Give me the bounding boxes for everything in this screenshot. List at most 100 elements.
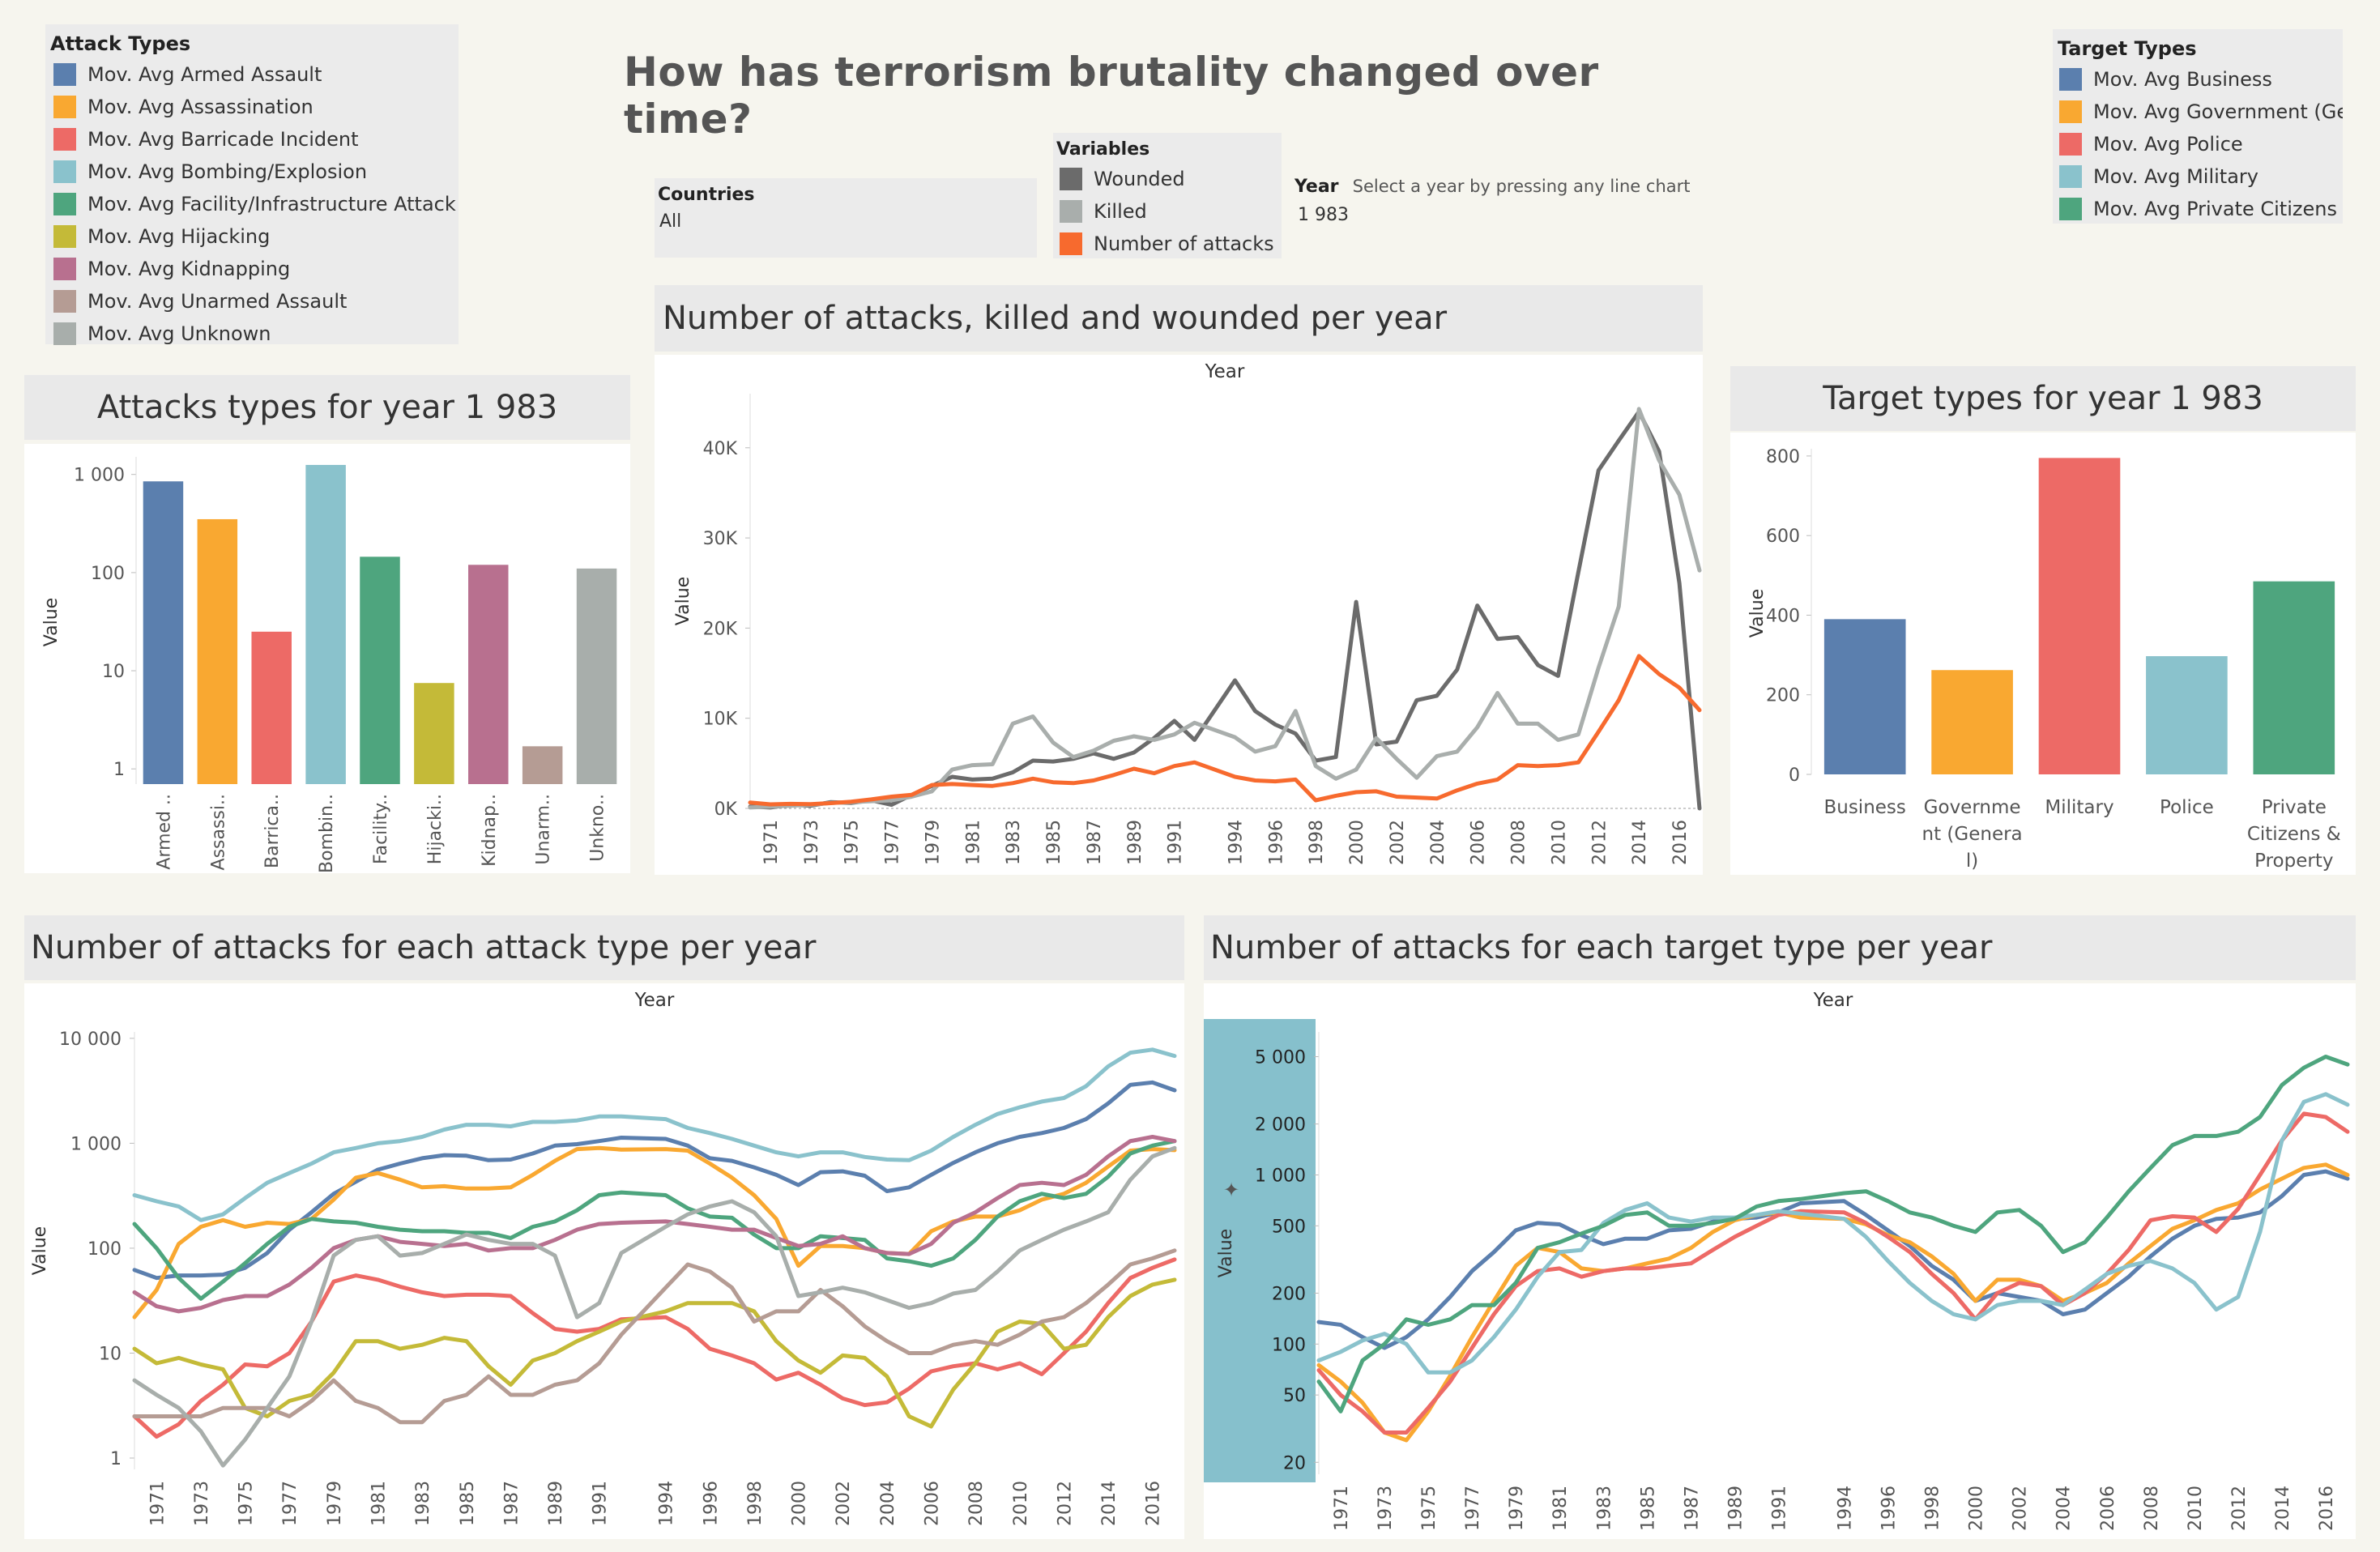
attack-legend-item[interactable]: Mov. Avg Bombing/Explosion [53, 156, 459, 188]
y-tick-label: 400 [1766, 606, 1800, 626]
series-line[interactable] [748, 654, 1702, 807]
attack-types-chart[interactable]: Value 1 10 100 1 000 Armed .. Assassi.. Barrica… [24, 444, 630, 873]
bar[interactable] [576, 568, 617, 784]
variables-legend: Variables Wounded Killed Number of attacks [1053, 133, 1282, 258]
x-tick-label: 1985 [458, 1481, 478, 1526]
attack-year-line-chart[interactable]: Year Value 1 10 100 1 000 10 000 1971 1973 1975 19… [24, 983, 1184, 1539]
series-line[interactable] [132, 1248, 1177, 1425]
bar[interactable] [251, 631, 292, 784]
year-hint: Select a year by pressing any line chart [1352, 177, 1691, 196]
attack-year-chart[interactable]: Year Value 1 10 100 1 000 10 000 1971 1973 1975 19… [24, 983, 1184, 1539]
series-line[interactable] [132, 1080, 1177, 1281]
x-tick-label: 1983 [413, 1481, 433, 1526]
year-value[interactable]: 1 983 [1298, 205, 1349, 225]
x-tick-label: Barrica.. [262, 794, 283, 868]
x-tick-label: 1994 [1226, 820, 1246, 865]
attack-legend-item[interactable]: Mov. Avg Armed Assault [53, 58, 459, 91]
attack-legend-label: Mov. Avg Unarmed Assault [87, 290, 348, 313]
x-tick-label: 1973 [1376, 1486, 1396, 1531]
bar[interactable] [2253, 581, 2335, 774]
countries-filter[interactable]: Countries All [655, 178, 1037, 258]
y-tick-label: 500 [1272, 1217, 1306, 1237]
bar[interactable] [1931, 670, 2013, 774]
x-tick-label: Business [1823, 797, 1905, 818]
pin-icon[interactable]: ✦ [1223, 1179, 1239, 1201]
target-legend-label: Mov. Avg Private Citizens .. [2093, 198, 2343, 220]
bar[interactable] [360, 556, 400, 784]
target-legend-item[interactable]: Mov. Avg Government (Ge.. [2059, 96, 2343, 128]
series-line[interactable] [1316, 1055, 2350, 1413]
variable-item[interactable]: Wounded [1060, 163, 1282, 195]
y-axis-highlight[interactable] [1204, 1019, 1316, 1482]
x-tick-label: 2008 [1509, 820, 1529, 865]
color-swatch [2059, 100, 2082, 123]
attack-legend-item[interactable]: Mov. Avg Facility/Infrastructure Attack [53, 188, 459, 220]
bar[interactable] [143, 481, 184, 784]
bar[interactable] [522, 746, 563, 784]
timeline-chart[interactable]: Year Value 0K 10K 20K 30K 40K 1971 1973 1975 1977 1… [655, 355, 1708, 875]
series-line[interactable] [132, 1257, 1177, 1439]
x-tick-label: 1971 [147, 1481, 168, 1526]
attack-legend-item[interactable]: Mov. Avg Unknown [53, 318, 459, 350]
x-tick-label: 2010 [2186, 1486, 2206, 1531]
target-types-chart[interactable]: Value 0 200 400 600 800 Business Governme nt (Ge… [1730, 433, 2356, 875]
series-line[interactable] [132, 1047, 1177, 1222]
series-line[interactable] [748, 407, 1702, 810]
attack-legend-item[interactable]: Mov. Avg Hijacking [53, 220, 459, 253]
legend-title: Attack Types [50, 32, 191, 55]
target-types-bar-chart[interactable]: Value 0 200 400 600 800 Business Governme nt (Ge… [1730, 433, 2356, 875]
bar[interactable] [2146, 656, 2228, 774]
target-legend-item[interactable]: Mov. Avg Private Citizens .. [2059, 193, 2343, 225]
x-tick-label: 1979 [923, 820, 943, 865]
bar[interactable] [414, 683, 454, 784]
x-tick-label: 1996 [701, 1481, 721, 1526]
attack-legend-item[interactable]: Mov. Avg Assassination [53, 91, 459, 123]
series-line[interactable] [1316, 1169, 2350, 1350]
attack-legend-item[interactable]: Mov. Avg Barricade Incident [53, 123, 459, 156]
bar[interactable] [305, 464, 346, 784]
x-tick-label: 1981 [1550, 1486, 1571, 1531]
target-year-chart[interactable]: Year Value ✦ 20 50 100 200 500 1 000 2 000 5 000 19… [1204, 983, 2356, 1539]
bar[interactable] [2038, 458, 2121, 774]
attack-legend-item[interactable]: Mov. Avg Kidnapping [53, 253, 459, 285]
x-tick-label: 1981 [963, 820, 983, 865]
target-legend-item[interactable]: Mov. Avg Military [2059, 160, 2343, 193]
series-line[interactable] [1316, 1111, 2350, 1435]
variable-item[interactable]: Killed [1060, 195, 1282, 228]
target-year-line-chart[interactable]: Year Value ✦ 20 50 100 200 500 1 000 2 000 5 000 19… [1204, 983, 2356, 1539]
y-tick-label: 40K [703, 439, 738, 459]
year-selector[interactable]: Year Select a year by pressing any line … [1294, 177, 1700, 241]
y-tick-label: 0 [1789, 765, 1800, 786]
series-line[interactable] [1316, 1092, 2350, 1375]
countries-value[interactable]: All [659, 211, 682, 232]
series-line[interactable] [132, 1139, 1177, 1301]
x-tick-label: 1975 [842, 820, 863, 865]
target-legend-item[interactable]: Mov. Avg Police [2059, 128, 2343, 160]
x-tick-label: 1977 [280, 1481, 301, 1526]
x-tick-label: 1996 [1266, 820, 1286, 865]
x-tick-label: 1998 [1307, 820, 1327, 865]
color-swatch [1060, 232, 1082, 255]
bar[interactable] [1823, 619, 1906, 774]
x-tick-label: 2004 [2054, 1486, 2075, 1531]
series-line[interactable] [132, 1135, 1177, 1314]
series-line[interactable] [1316, 1162, 2350, 1443]
series-line[interactable] [132, 1145, 1177, 1468]
timeline-line-chart[interactable]: Year Value 0K 10K 20K 30K 40K 1971 1973 1975 1977 1… [655, 355, 1708, 875]
bar[interactable] [468, 565, 509, 784]
x-tick-label: 2014 [1630, 820, 1650, 865]
target-legend-item[interactable]: Mov. Avg Business [2059, 63, 2343, 96]
attack-legend-label: Mov. Avg Armed Assault [87, 63, 322, 86]
x-tick-label: 1979 [325, 1481, 345, 1526]
target-year-panel-title: Number of attacks for each target type p… [1204, 915, 2356, 980]
series-line[interactable] [132, 1277, 1177, 1429]
bar[interactable] [197, 518, 238, 784]
x-tick-label: 2006 [922, 1481, 942, 1526]
y-tick-label: 10 [102, 662, 125, 682]
variable-item[interactable]: Number of attacks [1060, 228, 1282, 260]
series-line[interactable] [748, 409, 1702, 811]
y-tick-label: 1 000 [1255, 1166, 1306, 1186]
attack-types-bar-chart[interactable]: Value 1 10 100 1 000 Armed .. Assassi.. Barrica… [24, 444, 630, 873]
variables-label: Variables [1056, 139, 1150, 160]
attack-legend-item[interactable]: Mov. Avg Unarmed Assault [53, 285, 459, 318]
